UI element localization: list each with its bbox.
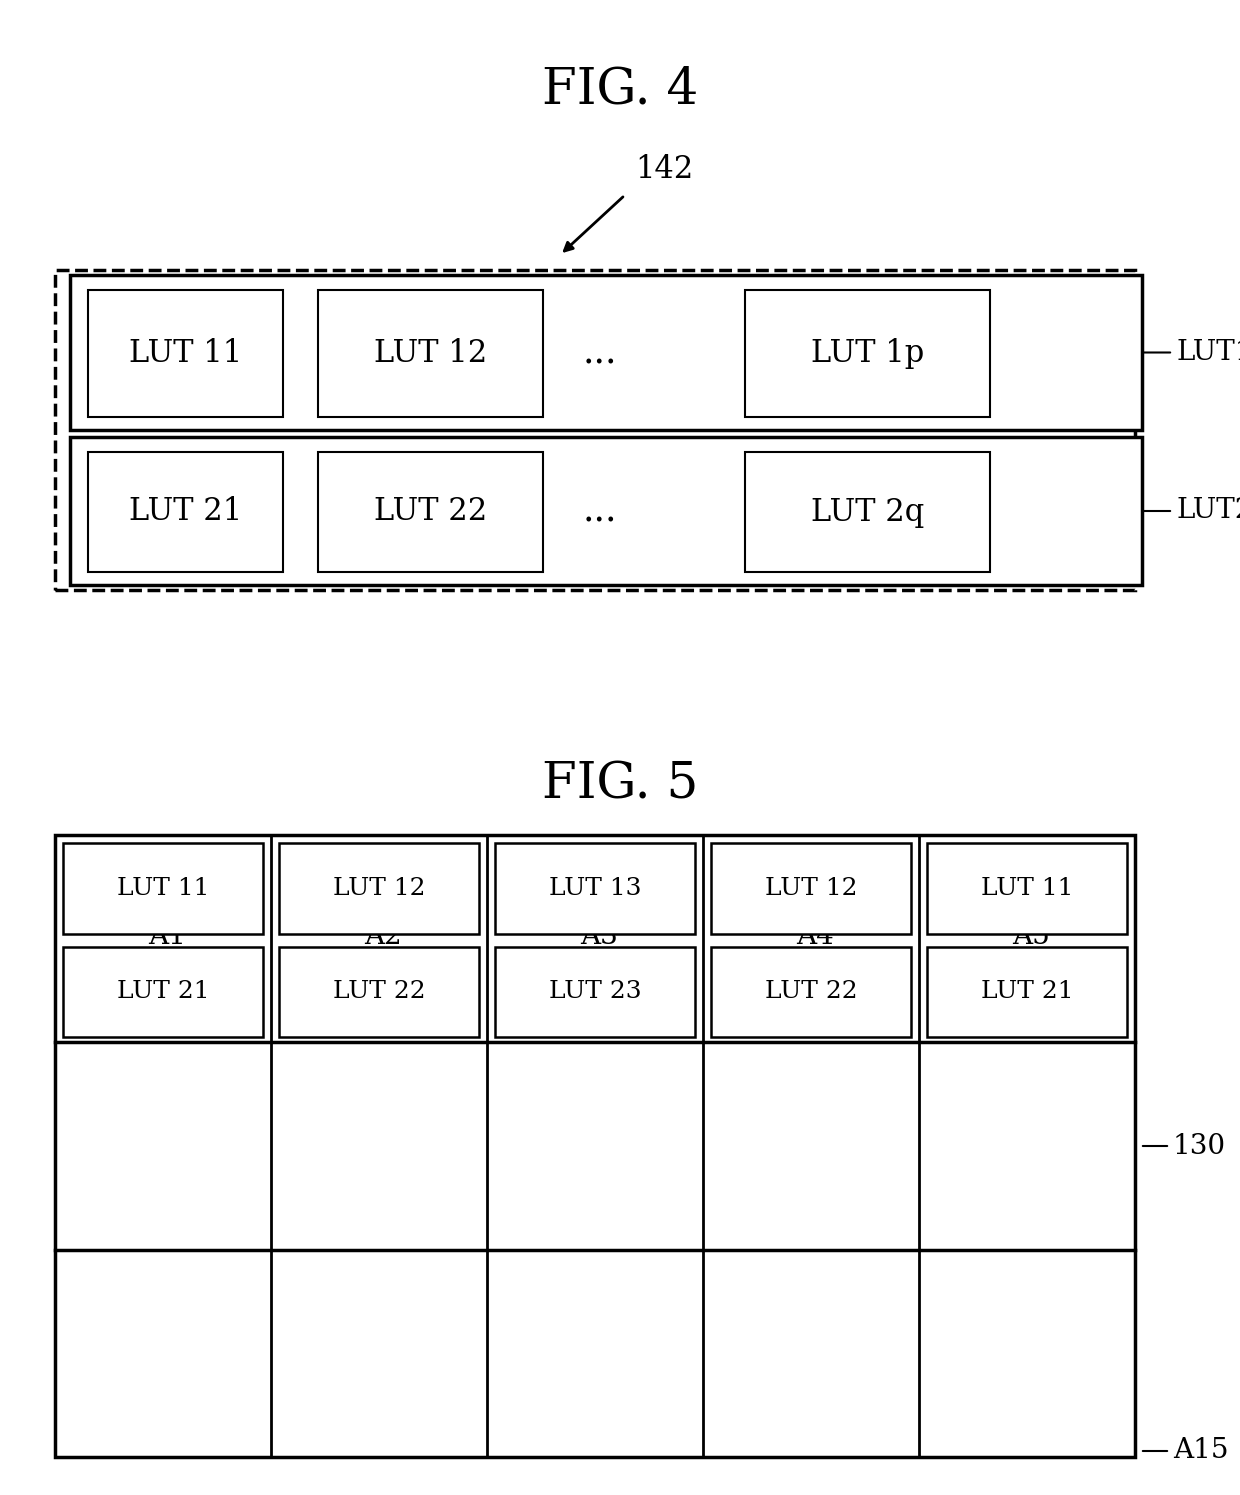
Text: A2: A2	[365, 924, 402, 951]
Text: A3: A3	[580, 924, 618, 951]
Text: 130: 130	[1173, 1133, 1226, 1160]
Bar	[63, 946, 263, 1038]
Text: A1: A1	[148, 924, 186, 951]
Bar	[928, 843, 1127, 934]
Text: LUT 22: LUT 22	[374, 496, 487, 528]
Text: LUT 12: LUT 12	[332, 878, 425, 900]
Bar	[55, 836, 1135, 1458]
Bar	[495, 843, 694, 934]
Text: ...: ...	[583, 495, 618, 529]
Bar	[88, 290, 283, 417]
Bar	[88, 451, 283, 573]
Text: FIG. 4: FIG. 4	[542, 64, 698, 115]
Text: LUT 11: LUT 11	[981, 878, 1073, 900]
Text: ...: ...	[583, 336, 618, 371]
Bar	[63, 843, 263, 934]
Text: LUT 23: LUT 23	[548, 981, 641, 1003]
Text: A15: A15	[1173, 1438, 1229, 1465]
Text: LUT 12: LUT 12	[374, 338, 487, 369]
Text: LUT 21: LUT 21	[129, 496, 242, 528]
Text: A4: A4	[796, 924, 833, 951]
Bar	[317, 451, 543, 573]
Bar	[317, 290, 543, 417]
Text: 142: 142	[635, 154, 693, 185]
Bar	[495, 946, 694, 1038]
Text: LUT2: LUT2	[1177, 498, 1240, 525]
Bar	[69, 275, 1142, 431]
Text: LUT 13: LUT 13	[549, 878, 641, 900]
Bar	[711, 843, 911, 934]
Text: LUT 11: LUT 11	[129, 338, 242, 369]
Text: LUT 2q: LUT 2q	[811, 496, 924, 528]
Bar	[745, 451, 990, 573]
Bar	[745, 290, 990, 417]
Bar	[711, 946, 911, 1038]
Bar	[69, 437, 1142, 585]
Bar	[279, 946, 479, 1038]
Text: LUT 21: LUT 21	[981, 981, 1074, 1003]
Text: LUT 22: LUT 22	[765, 981, 857, 1003]
Text: LUT 1p: LUT 1p	[811, 338, 924, 369]
Text: LUT 11: LUT 11	[117, 878, 210, 900]
Text: LUT 21: LUT 21	[117, 981, 210, 1003]
Bar	[928, 946, 1127, 1038]
Bar	[55, 271, 1135, 591]
Text: LUT 12: LUT 12	[765, 878, 857, 900]
Text: LUT 22: LUT 22	[332, 981, 425, 1003]
Bar	[279, 843, 479, 934]
Text: LUT1: LUT1	[1177, 339, 1240, 366]
Text: A5: A5	[1012, 924, 1050, 951]
Text: FIG. 5: FIG. 5	[542, 759, 698, 809]
